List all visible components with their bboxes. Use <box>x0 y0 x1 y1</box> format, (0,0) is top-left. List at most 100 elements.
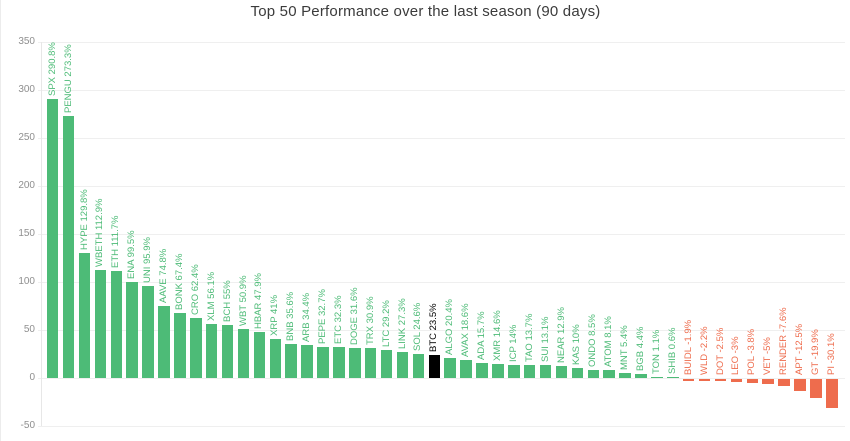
bar-label-XRP: XRP 41% <box>269 294 281 336</box>
y-tick-label-150: 150 <box>18 228 35 239</box>
bar-label-ATOM: ATOM 8.1% <box>603 316 615 368</box>
bar-TON[interactable] <box>651 376 663 378</box>
bar-ARB[interactable] <box>301 344 313 378</box>
bar-ETH[interactable] <box>110 270 123 378</box>
y-tick-label-250: 250 <box>18 132 35 143</box>
bar-HYPE[interactable] <box>78 253 91 378</box>
bar-PI[interactable] <box>826 379 838 408</box>
bar-NEAR[interactable] <box>555 365 568 378</box>
gridline-350 <box>38 42 845 43</box>
bar-label-APT: APT -12.5% <box>794 323 805 375</box>
bar-ATOM[interactable] <box>603 370 615 378</box>
bar-label-ICP: ICP 14% <box>507 324 519 362</box>
bar-label-BCH: BCH 55% <box>221 280 233 323</box>
y-tick-label-200: 200 <box>18 180 35 191</box>
bar-label-GT: GT -19.9% <box>809 329 821 375</box>
bar-label-SOL: SOL 24.6% <box>412 303 424 352</box>
bar-DOT[interactable] <box>714 379 727 382</box>
bar-TRX[interactable] <box>364 348 377 378</box>
bar-GT[interactable] <box>810 379 822 399</box>
bar-SHIB[interactable] <box>667 377 679 379</box>
bar-label-ETC: ETC 32.3% <box>332 295 344 344</box>
bar-label-KAS: KAS 10% <box>571 324 583 366</box>
bar-HBAR[interactable] <box>253 332 266 378</box>
bar-XMR[interactable] <box>492 363 504 378</box>
bar-label-RENDER: RENDER -7.6% <box>778 307 790 375</box>
bar-ICP[interactable] <box>508 364 520 378</box>
bar-label-AAVE: AAVE 74.8% <box>158 248 169 304</box>
bar-RENDER[interactable] <box>778 379 790 387</box>
bar-CRO[interactable] <box>190 318 202 378</box>
y-tick-label-100: 100 <box>18 276 35 287</box>
chart-title: Top 50 Performance over the last season … <box>250 3 601 20</box>
bar-ADA[interactable] <box>476 362 488 378</box>
bar-label-DOGE: DOGE 31.6% <box>348 287 360 345</box>
bar-BUIDL[interactable] <box>682 379 695 381</box>
bar-label-TAO: TAO 13.7% <box>523 313 535 362</box>
bar-XLM[interactable] <box>205 324 218 378</box>
bar-ETC[interactable] <box>333 346 345 378</box>
y-axis-line <box>41 42 42 426</box>
bar-PENGU[interactable] <box>62 115 75 378</box>
gridline-0 <box>38 378 845 379</box>
bar-label-CRO: CRO 62.4% <box>189 264 201 316</box>
bar-LINK[interactable] <box>396 351 409 378</box>
bar-label-PENGU: PENGU 273.3% <box>62 43 74 113</box>
bar-BCH[interactable] <box>221 325 234 378</box>
bar-ENA[interactable] <box>126 282 138 378</box>
bar-SUI[interactable] <box>539 365 552 378</box>
bar-PEPE[interactable] <box>317 346 329 378</box>
bar-label-MNT: MNT 5.4% <box>619 325 631 370</box>
bar-DOGE[interactable] <box>349 347 361 378</box>
y-tick-label-350: 350 <box>18 36 35 47</box>
bar-label-XLM: XLM 56.1% <box>205 272 217 322</box>
bar-label-BTC: BTC 23.5% <box>428 303 440 353</box>
bar-label-TON: TON 1.1% <box>650 329 662 374</box>
bar-LTC[interactable] <box>380 349 393 378</box>
bar-BTC[interactable] <box>428 355 441 378</box>
gridline-300 <box>38 90 845 91</box>
bar-ALGO[interactable] <box>444 358 456 378</box>
bar-label-POL: POL -3.8% <box>746 328 758 375</box>
bar-KAS[interactable] <box>571 368 584 378</box>
bar-UNI[interactable] <box>142 285 154 378</box>
bar-WBT[interactable] <box>237 329 250 378</box>
bar-BONK[interactable] <box>174 313 186 378</box>
bar-label-PI: PI -30.1% <box>825 333 837 375</box>
bar-VET[interactable] <box>762 379 774 384</box>
bar-label-WBT: WBT 50.9% <box>237 275 249 327</box>
bar-WBETH[interactable] <box>94 269 107 378</box>
bar-WLD[interactable] <box>698 379 711 382</box>
bar-XRP[interactable] <box>269 338 282 378</box>
bar-SOL[interactable] <box>412 354 425 378</box>
bar-label-AVAX: AVAX 18.6% <box>460 303 472 358</box>
bar-label-XMR: XMR 14.6% <box>491 310 503 361</box>
bar-BNB[interactable] <box>285 343 297 378</box>
bar-MNT[interactable] <box>619 372 631 378</box>
bar-APT[interactable] <box>794 379 806 391</box>
bar-SPX[interactable] <box>46 98 59 378</box>
bar-label-LEO: LEO -3% <box>730 336 742 375</box>
bar-label-BNB: BNB 35.6% <box>285 291 297 341</box>
y-tick-label-300: 300 <box>18 84 35 95</box>
bar-label-SPX: SPX 290.8% <box>46 41 58 96</box>
bar-BGB[interactable] <box>635 373 647 378</box>
bar-LEO[interactable] <box>730 379 743 382</box>
bar-POL[interactable] <box>746 379 759 383</box>
bar-label-ONDO: ONDO 8.5% <box>587 314 599 367</box>
bar-label-BGB: BGB 4.4% <box>635 326 646 371</box>
gridline-150 <box>38 234 845 235</box>
gridline-200 <box>38 186 845 187</box>
bar-label-WBETH: WBETH 112.9% <box>94 198 106 267</box>
bar-label-ADA: ADA 15.7% <box>476 311 487 360</box>
bar-label-UNI: UNI 95.9% <box>142 236 154 283</box>
bar-ONDO[interactable] <box>587 369 600 378</box>
bar-AVAX[interactable] <box>460 360 472 378</box>
bar-AAVE[interactable] <box>158 306 170 378</box>
bar-label-HYPE: HYPE 129.8% <box>78 189 90 251</box>
bar-label-VET: VET -5% <box>762 337 774 375</box>
bar-label-ARB: ARB 34.4% <box>301 292 313 342</box>
bar-TAO[interactable] <box>523 364 536 378</box>
